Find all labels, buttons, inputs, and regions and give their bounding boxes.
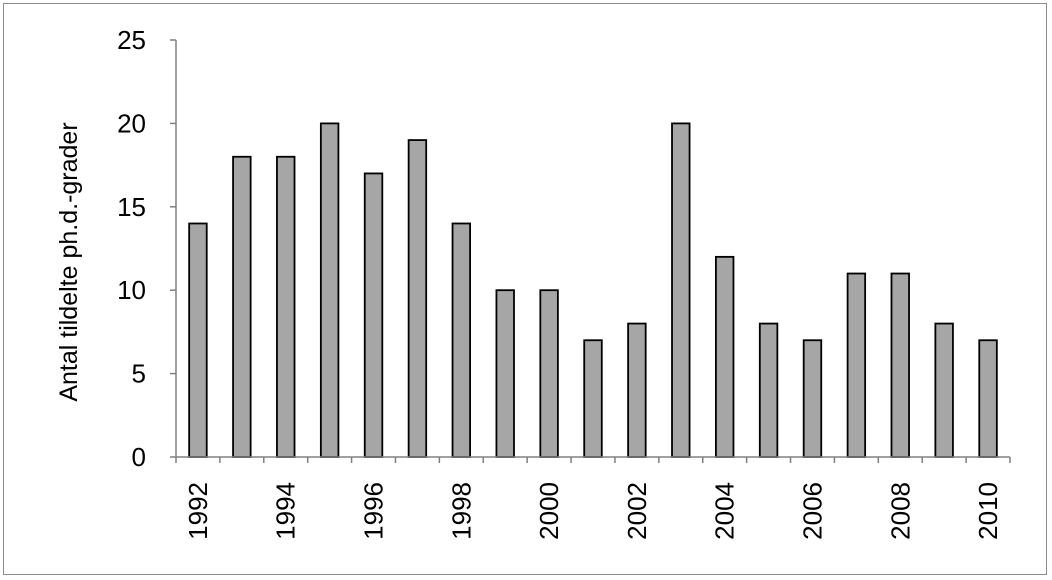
bar-2010 bbox=[978, 339, 998, 458]
bar-2001 bbox=[583, 339, 603, 458]
y-tick-label: 20 bbox=[117, 108, 146, 138]
bar-1994 bbox=[276, 155, 296, 458]
bar-2003 bbox=[671, 122, 691, 458]
bar-2000 bbox=[539, 289, 559, 458]
x-tick-label: 1998 bbox=[446, 482, 476, 540]
bar-2002 bbox=[627, 322, 647, 458]
bar-1992 bbox=[188, 222, 208, 458]
bar-1997 bbox=[407, 139, 428, 458]
bars bbox=[188, 122, 998, 458]
bar-2008 bbox=[890, 272, 910, 458]
x-tick-label: 1996 bbox=[359, 482, 389, 540]
y-tick-label: 10 bbox=[117, 275, 146, 305]
bar-2006 bbox=[802, 339, 823, 458]
bar-2004 bbox=[715, 255, 735, 458]
y-tick-label: 15 bbox=[117, 192, 146, 222]
x-tick-label: 1992 bbox=[183, 482, 213, 540]
bar-1995 bbox=[319, 122, 340, 458]
bar-1993 bbox=[232, 155, 252, 458]
bar-2007 bbox=[846, 272, 867, 458]
x-tick-label: 2010 bbox=[973, 482, 1003, 540]
x-axis: 1992 1994 1996 1998 2000 2002 2004 2006 2008 2010 bbox=[175, 456, 1011, 540]
bar-2009 bbox=[934, 322, 954, 458]
y-axis-label: Antal tildelte ph.d.-grader bbox=[55, 122, 83, 401]
x-tick-label: 2008 bbox=[885, 482, 915, 540]
x-tick-label: 2002 bbox=[622, 482, 652, 540]
bar-1996 bbox=[363, 172, 384, 458]
chart-frame bbox=[3, 3, 1047, 575]
bar-1999 bbox=[495, 289, 515, 458]
x-tick-label: 1994 bbox=[271, 482, 301, 540]
bar-1998 bbox=[451, 222, 471, 458]
x-tick-label: 2006 bbox=[797, 482, 827, 540]
x-tick-label: 2004 bbox=[710, 482, 740, 540]
x-tick-label: 2000 bbox=[534, 482, 564, 540]
bar-2005 bbox=[758, 322, 779, 458]
y-axis: 0 5 10 15 20 25 bbox=[117, 25, 177, 472]
y-tick-label: 0 bbox=[132, 442, 146, 472]
y-tick-label: 25 bbox=[117, 25, 146, 55]
y-tick-label: 5 bbox=[132, 359, 146, 389]
